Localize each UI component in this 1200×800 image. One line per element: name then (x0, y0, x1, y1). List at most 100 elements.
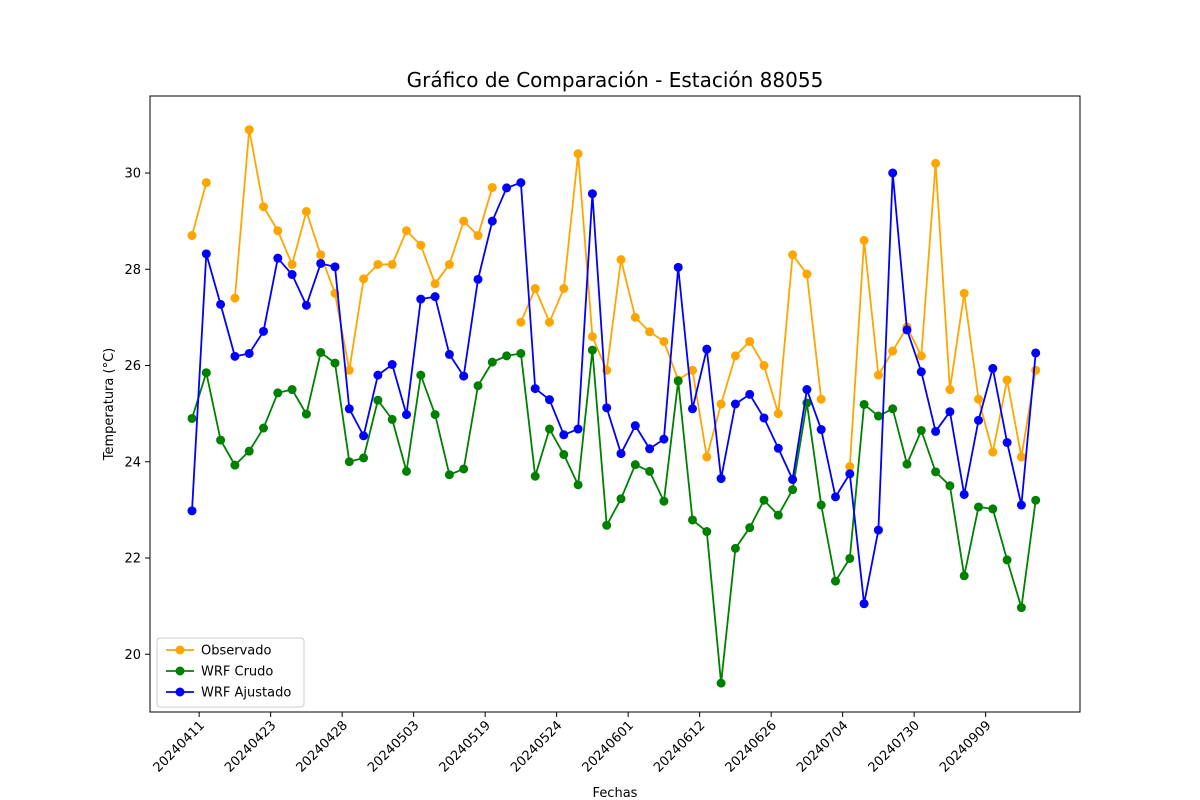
data-point-wrf-crudo (1002, 555, 1012, 565)
data-point-wrf-ajustado (287, 270, 297, 280)
y-tick-label: 24 (124, 455, 141, 470)
data-point-wrf-ajustado (516, 178, 526, 188)
data-point-observado (416, 240, 426, 250)
data-point-observado (359, 274, 369, 284)
data-point-observado (688, 365, 697, 375)
legend-label: WRF Ajustado (201, 686, 291, 701)
y-tick-label: 28 (124, 263, 141, 278)
data-point-wrf-crudo (988, 504, 998, 514)
data-point-wrf-ajustado (487, 216, 497, 226)
data-point-observado (916, 351, 926, 361)
data-point-wrf-crudo (702, 527, 712, 537)
data-point-wrf-ajustado (916, 367, 926, 377)
data-point-observado (974, 394, 983, 404)
data-point-wrf-crudo (201, 368, 211, 378)
data-point-wrf-ajustado (187, 506, 197, 516)
data-point-observado (873, 370, 883, 380)
data-point-wrf-ajustado (745, 389, 755, 399)
data-point-observado (659, 336, 669, 346)
data-point-observado (945, 385, 955, 395)
data-point-wrf-ajustado (459, 371, 469, 381)
data-point-observado (745, 336, 755, 346)
series-line-wrf-ajustado (191, 172, 1037, 605)
data-point-wrf-crudo (1016, 603, 1026, 613)
data-point-wrf-crudo (788, 485, 798, 495)
y-axis-label: Temperatura (°C) (102, 348, 117, 461)
data-point-observado (473, 231, 483, 241)
data-point-observado (430, 279, 440, 289)
data-point-wrf-crudo (573, 480, 583, 490)
data-point-wrf-ajustado (988, 363, 998, 373)
data-point-wrf-ajustado (602, 403, 612, 413)
data-point-observado (788, 250, 798, 260)
data-point-wrf-ajustado (902, 325, 912, 335)
data-point-wrf-crudo (630, 460, 640, 470)
data-point-observado (187, 231, 197, 241)
data-point-wrf-crudo (359, 453, 369, 463)
plot-frame (149, 95, 1081, 713)
data-point-wrf-crudo (745, 523, 755, 533)
data-point-wrf-ajustado (645, 444, 655, 454)
data-point-wrf-ajustado (773, 443, 783, 453)
data-point-wrf-crudo (244, 446, 254, 456)
legend-marker (175, 687, 185, 697)
data-point-wrf-ajustado (216, 299, 226, 309)
data-point-observado (1016, 452, 1026, 462)
data-point-observado (287, 259, 297, 269)
data-point-wrf-ajustado (1016, 500, 1026, 510)
data-point-wrf-ajustado (802, 385, 812, 395)
data-point-observado (545, 317, 554, 327)
data-point-observado (587, 332, 597, 342)
data-point-wrf-ajustado (230, 351, 240, 361)
data-point-wrf-crudo (444, 470, 454, 480)
data-point-wrf-ajustado (545, 395, 554, 405)
data-point-wrf-ajustado (931, 426, 941, 436)
data-point-observado (716, 399, 726, 409)
data-point-wrf-ajustado (201, 249, 211, 259)
data-point-wrf-crudo (416, 370, 426, 380)
data-point-wrf-crudo (873, 411, 883, 421)
legend-box (156, 637, 305, 708)
data-point-observado (344, 365, 354, 375)
data-point-observado (559, 284, 569, 293)
data-point-wrf-crudo (916, 425, 926, 435)
data-point-wrf-ajustado (502, 183, 512, 193)
data-point-observado (802, 269, 812, 279)
data-point-observado (845, 462, 855, 472)
data-point-observado (630, 312, 640, 322)
data-point-wrf-crudo (931, 467, 941, 477)
data-point-wrf-crudo (545, 424, 554, 434)
data-point-observado (444, 259, 454, 269)
data-point-wrf-ajustado (1002, 438, 1012, 447)
data-point-observado (773, 409, 783, 419)
data-point-observado (516, 317, 526, 327)
data-point-wrf-ajustado (816, 425, 826, 435)
data-point-wrf-crudo (773, 510, 783, 520)
data-point-wrf-ajustado (873, 525, 883, 535)
data-point-wrf-crudo (430, 410, 440, 420)
data-point-wrf-ajustado (673, 262, 683, 272)
data-point-wrf-ajustado (430, 292, 440, 302)
data-point-observado (1002, 375, 1012, 385)
data-point-wrf-crudo (273, 388, 283, 398)
y-tick-label: 26 (124, 359, 141, 374)
data-point-wrf-crudo (1031, 495, 1041, 505)
data-point-wrf-crudo (216, 435, 226, 445)
data-point-wrf-ajustado (573, 424, 583, 434)
data-point-wrf-crudo (888, 404, 898, 414)
data-point-wrf-ajustado (587, 189, 597, 199)
legend: Observado WRF Crudo WRF Ajustado (156, 637, 305, 708)
data-point-wrf-crudo (301, 409, 311, 419)
data-point-wrf-crudo (459, 464, 469, 474)
x-axis-label: Fechas (593, 786, 638, 800)
data-point-wrf-ajustado (330, 262, 340, 272)
data-point-wrf-ajustado (402, 410, 411, 420)
data-point-wrf-ajustado (845, 469, 855, 479)
data-point-wrf-ajustado (702, 344, 712, 354)
data-point-observado (859, 235, 869, 245)
data-point-observado (373, 259, 383, 269)
data-point-wrf-crudo (730, 543, 740, 553)
data-point-observado (931, 158, 941, 168)
x-tick-label: 20240503 (365, 718, 422, 775)
data-point-wrf-crudo (387, 414, 397, 424)
